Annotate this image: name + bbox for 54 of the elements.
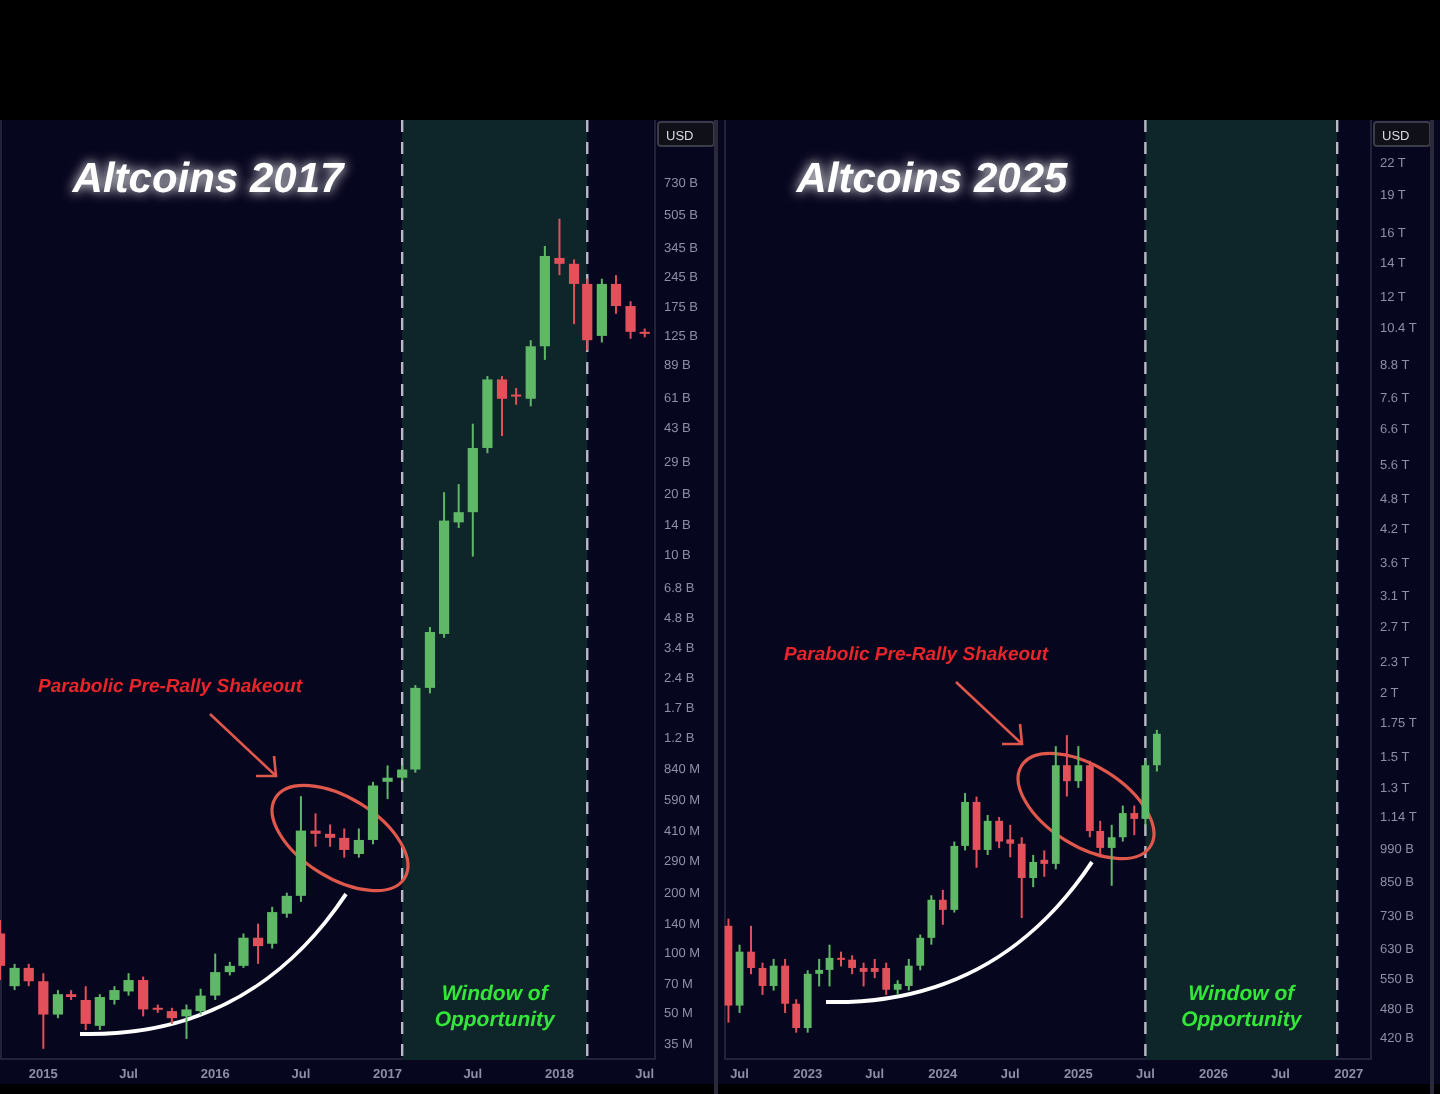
candlestick (52, 989, 64, 1020)
candlestick (938, 888, 947, 926)
candlestick (1152, 728, 1161, 773)
candlestick (554, 217, 565, 277)
candlestick (325, 823, 336, 848)
candlestick (496, 375, 508, 438)
annotation: Parabolic Pre-Rally Shakeout (784, 644, 1050, 666)
candlestick (181, 1003, 192, 1040)
candlestick (848, 954, 857, 976)
text: Altcoins 2017 (70, 156, 347, 202)
candlestick (568, 258, 580, 326)
candlestick (781, 957, 789, 1014)
candlestick (859, 961, 868, 988)
candlestick (252, 922, 264, 965)
candlestick (23, 962, 34, 988)
candlestick (310, 812, 321, 848)
candlestick (1130, 804, 1139, 837)
candlestick (38, 972, 49, 1050)
candlestick (769, 957, 778, 992)
candlestick (1107, 823, 1116, 887)
band-label: Window of Opportunity (434, 982, 558, 1032)
candlestick (210, 952, 221, 1001)
candlestick (1118, 804, 1127, 843)
candlestick (238, 932, 249, 969)
candlestick (758, 961, 767, 996)
text: Altcoins 2025 (794, 156, 1069, 202)
candlestick (339, 827, 350, 859)
candlestick (1096, 819, 1105, 859)
candlestick (1029, 853, 1038, 889)
candlestick (610, 274, 622, 315)
candlestick (1017, 836, 1026, 919)
candlestick (747, 924, 755, 976)
candlestick (1040, 849, 1049, 878)
candlestick (382, 764, 393, 801)
annotation: Parabolic Pre-Rally Shakeout (38, 676, 304, 698)
candlestick (927, 894, 936, 946)
candlestick (138, 975, 149, 1018)
candlestick (983, 813, 992, 856)
band-label: Window of Opportunity (1181, 982, 1304, 1032)
candlestick (80, 985, 91, 1032)
candlestick (94, 993, 105, 1032)
candlestick (815, 957, 824, 988)
candlestick (916, 933, 925, 972)
candlestick (961, 792, 969, 852)
candlestick (453, 483, 464, 529)
candlestick (267, 905, 278, 950)
candlestick (792, 998, 801, 1034)
candlestick (195, 987, 206, 1016)
candlestick (281, 891, 292, 919)
candlestick (625, 300, 636, 340)
candlestick (1063, 734, 1071, 798)
candlestick (1074, 745, 1083, 789)
candlestick (353, 827, 364, 859)
candlestick (9, 962, 20, 992)
